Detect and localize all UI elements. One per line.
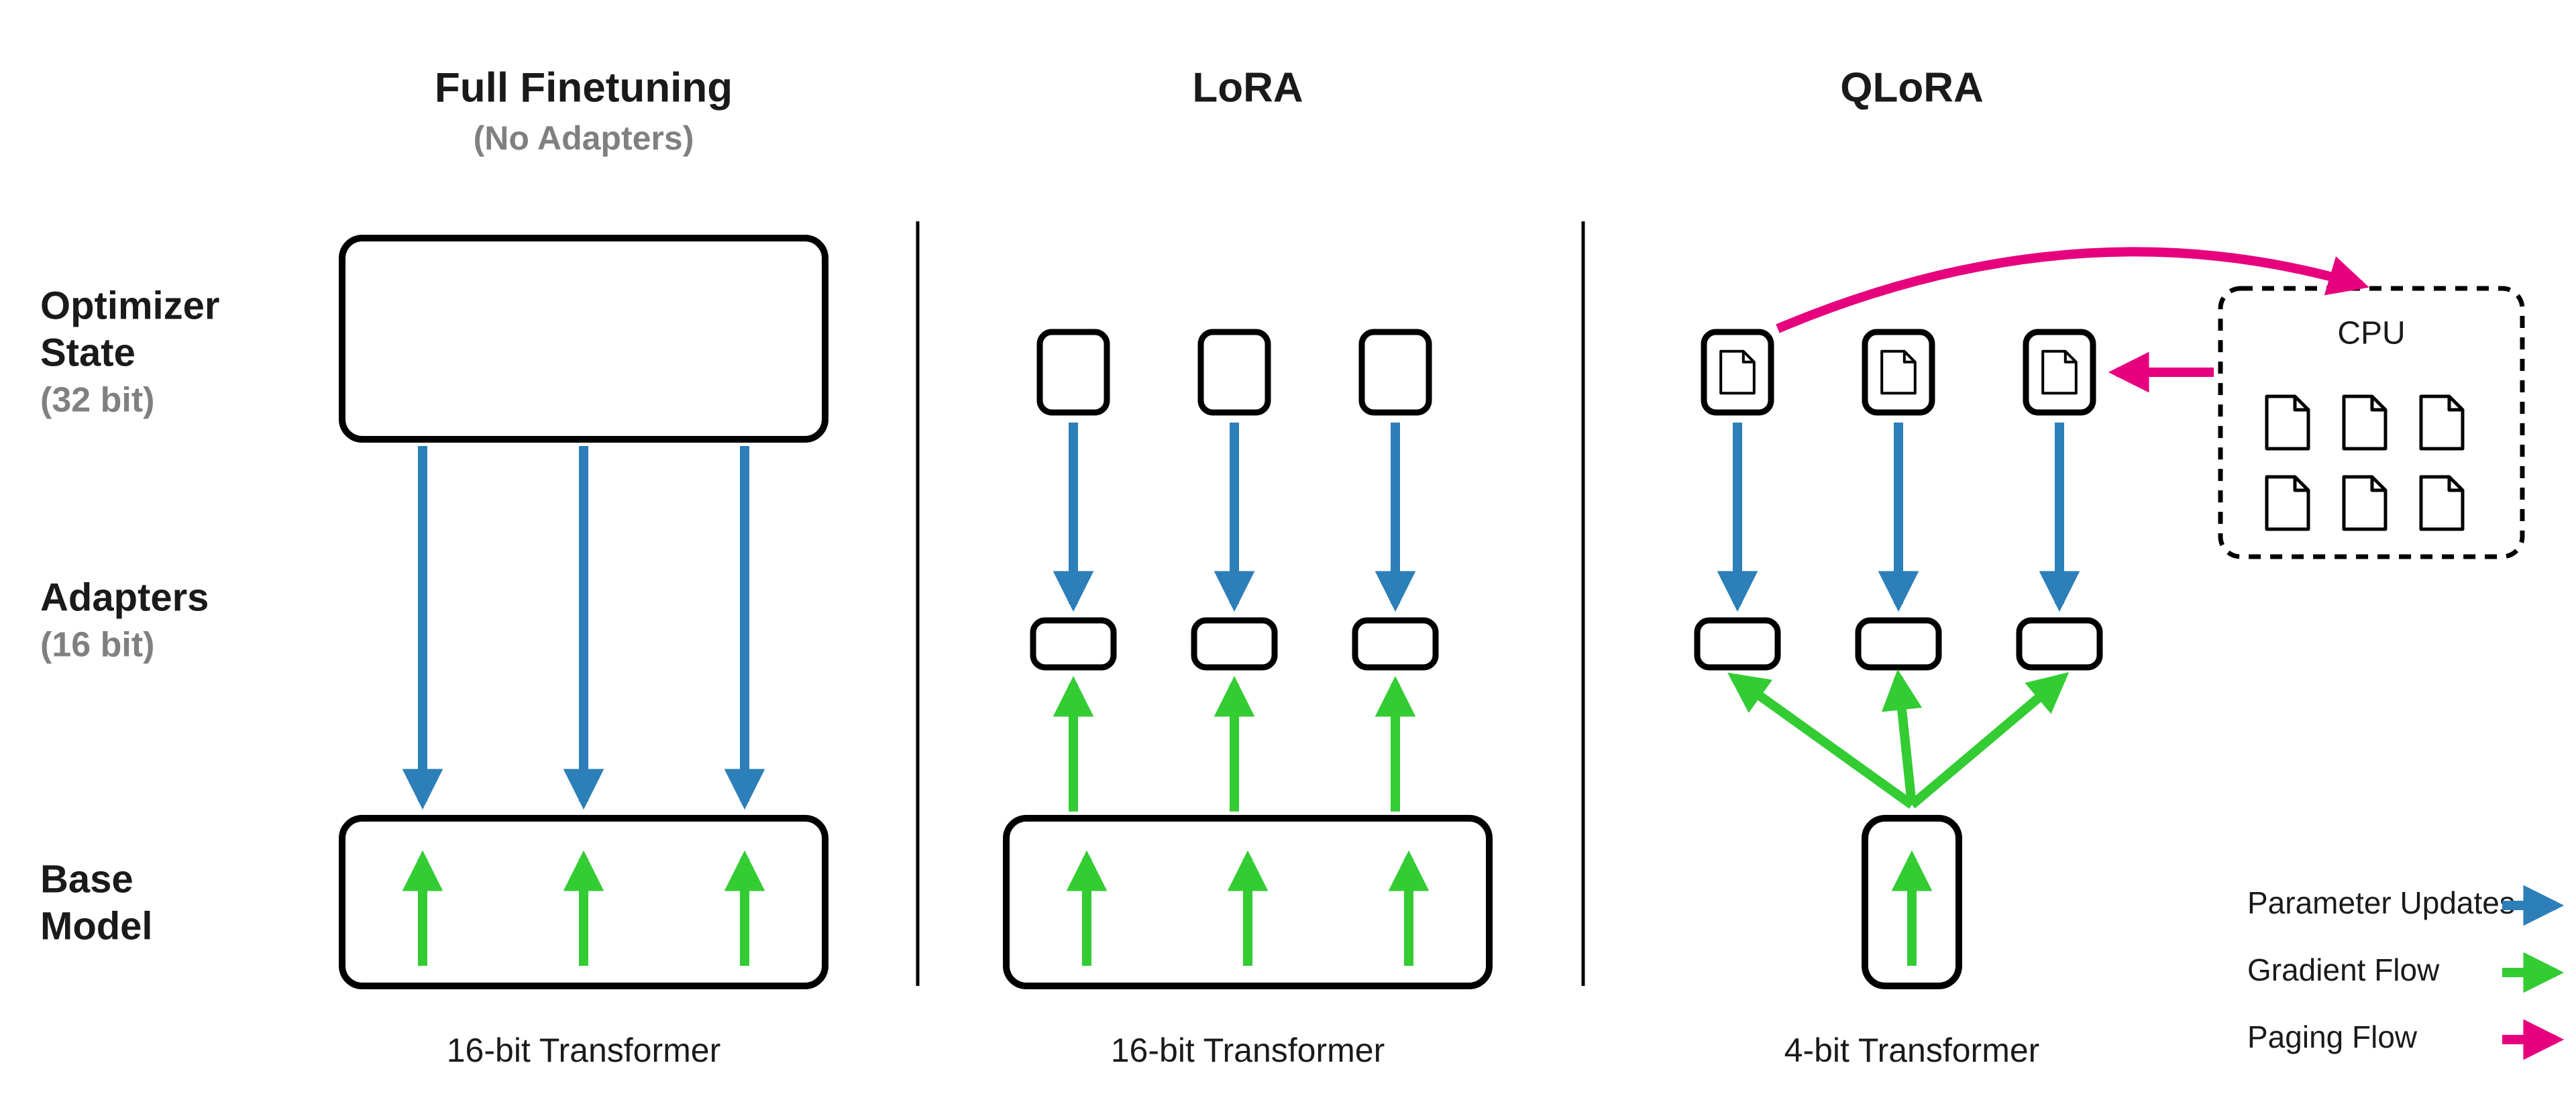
svg-text:Adapters: Adapters bbox=[40, 575, 209, 619]
column-title: Full Finetuning bbox=[435, 64, 733, 111]
svg-text:(16 bit): (16 bit) bbox=[40, 626, 154, 665]
svg-text:(32 bit): (32 bit) bbox=[40, 381, 154, 420]
svg-text:Model: Model bbox=[40, 904, 153, 948]
legend-label: Gradient Flow bbox=[2247, 952, 2440, 987]
legend-label: Paging Flow bbox=[2247, 1019, 2418, 1054]
column-caption: 4-bit Transformer bbox=[1784, 1032, 2040, 1069]
svg-text:Optimizer: Optimizer bbox=[40, 284, 220, 327]
svg-text:State: State bbox=[40, 331, 136, 374]
column-subtitle: (No Adapters) bbox=[474, 119, 694, 157]
cpu-label: CPU bbox=[2337, 316, 2405, 351]
svg-text:Base: Base bbox=[40, 857, 133, 901]
column-title: LoRA bbox=[1192, 64, 1303, 111]
column-title: QLoRA bbox=[1840, 64, 1984, 111]
legend-label: Parameter Updates bbox=[2247, 885, 2515, 920]
column-caption: 16-bit Transformer bbox=[1111, 1032, 1385, 1069]
column-caption: 16-bit Transformer bbox=[447, 1032, 720, 1069]
